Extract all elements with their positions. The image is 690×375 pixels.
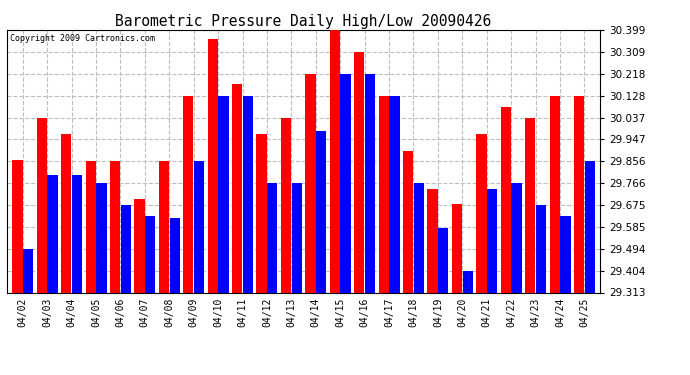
Bar bbox=[292, 183, 302, 292]
Bar bbox=[121, 205, 131, 292]
Bar bbox=[170, 218, 180, 292]
Bar bbox=[340, 74, 351, 292]
Bar bbox=[184, 96, 193, 292]
Bar bbox=[281, 117, 291, 292]
Bar bbox=[462, 270, 473, 292]
Bar bbox=[232, 84, 242, 292]
Bar bbox=[584, 161, 595, 292]
Bar bbox=[379, 96, 389, 292]
Bar bbox=[208, 39, 218, 292]
Bar bbox=[316, 131, 326, 292]
Bar bbox=[305, 74, 315, 292]
Bar bbox=[427, 189, 437, 292]
Bar bbox=[389, 96, 400, 292]
Title: Barometric Pressure Daily High/Low 20090426: Barometric Pressure Daily High/Low 20090… bbox=[115, 14, 492, 29]
Bar bbox=[159, 161, 169, 292]
Bar bbox=[354, 52, 364, 292]
Bar bbox=[48, 175, 58, 292]
Text: Copyright 2009 Cartronics.com: Copyright 2009 Cartronics.com bbox=[10, 34, 155, 43]
Bar bbox=[97, 183, 106, 292]
Bar bbox=[61, 134, 71, 292]
Bar bbox=[135, 199, 145, 292]
Bar bbox=[72, 175, 82, 292]
Bar bbox=[476, 134, 486, 292]
Bar bbox=[487, 189, 497, 292]
Bar bbox=[23, 249, 33, 292]
Bar bbox=[257, 134, 267, 292]
Bar bbox=[110, 161, 120, 292]
Bar bbox=[574, 96, 584, 292]
Bar bbox=[218, 96, 228, 292]
Bar bbox=[330, 30, 340, 292]
Bar bbox=[145, 216, 155, 292]
Bar bbox=[37, 117, 47, 292]
Bar bbox=[12, 160, 23, 292]
Bar bbox=[501, 107, 511, 292]
Bar bbox=[452, 204, 462, 292]
Bar bbox=[549, 96, 560, 292]
Bar bbox=[243, 96, 253, 292]
Bar bbox=[194, 161, 204, 292]
Bar bbox=[403, 151, 413, 292]
Bar bbox=[438, 228, 449, 292]
Bar bbox=[560, 216, 571, 292]
Bar bbox=[511, 183, 522, 292]
Bar bbox=[86, 161, 96, 292]
Bar bbox=[536, 205, 546, 292]
Bar bbox=[525, 117, 535, 292]
Bar bbox=[365, 74, 375, 292]
Bar bbox=[414, 183, 424, 292]
Bar bbox=[267, 183, 277, 292]
